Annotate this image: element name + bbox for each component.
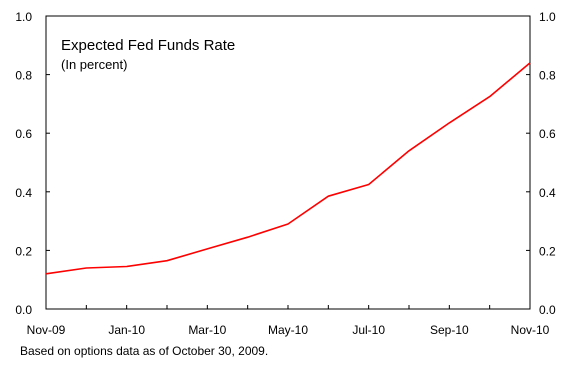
y-tick-label-right: 0.4 [539, 186, 556, 200]
x-tick-label: Sep-10 [430, 323, 469, 337]
x-tick-label: Jan-10 [108, 323, 145, 337]
chart-subtitle: (In percent) [61, 57, 127, 72]
y-tick-label-right: 0.8 [539, 69, 556, 83]
y-tick-label-right: 1.0 [539, 10, 556, 24]
y-tick-label-left: 0.0 [15, 303, 32, 317]
x-tick-label: May-10 [268, 323, 308, 337]
y-tick-label-left: 0.6 [15, 127, 32, 141]
y-tick-label-right: 0.2 [539, 244, 556, 258]
y-tick-label-right: 0.0 [539, 303, 556, 317]
x-tick-label: Nov-10 [511, 323, 550, 337]
y-axis-right: 0.0 0.2 0.4 0.6 0.8 1.0 [526, 10, 556, 317]
y-tick-label-left: 1.0 [15, 10, 32, 24]
x-tick-label: Nov-09 [27, 323, 66, 337]
y-tick-label-right: 0.6 [539, 127, 556, 141]
y-tick-label-left: 0.2 [15, 244, 32, 258]
y-axis-left: 0.0 0.2 0.4 0.6 0.8 1.0 [15, 10, 50, 317]
x-tick-label: Mar-10 [188, 323, 226, 337]
y-tick-label-left: 0.4 [15, 186, 32, 200]
chart-title: Expected Fed Funds Rate [61, 37, 235, 54]
y-tick-label-left: 0.8 [15, 69, 32, 83]
x-tick-label: Jul-10 [352, 323, 385, 337]
footnote: Based on options data as of October 30, … [20, 344, 268, 358]
x-axis: Nov-09 Jan-10 Mar-10 May-10 Jul-10 Sep-10 Nov-… [27, 305, 550, 337]
